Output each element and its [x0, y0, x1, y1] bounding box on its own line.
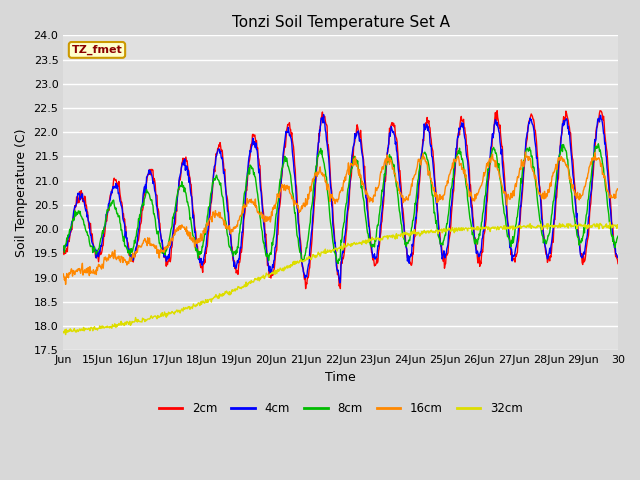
Text: TZ_fmet: TZ_fmet [72, 45, 122, 55]
4cm [387, 124, 395, 130]
16cm [163, 244, 171, 250]
8cm [290, 195, 298, 201]
32cm [291, 258, 298, 264]
Line: 16cm: 16cm [63, 152, 618, 285]
2cm [587, 200, 595, 206]
4cm [614, 255, 622, 261]
32cm [596, 223, 604, 228]
2cm [163, 264, 170, 269]
16cm [596, 158, 604, 164]
8cm [596, 147, 604, 153]
16cm [387, 159, 394, 165]
8cm [614, 233, 622, 239]
Y-axis label: Soil Temperature (C): Soil Temperature (C) [15, 129, 28, 257]
16cm [588, 161, 595, 167]
16cm [614, 186, 622, 192]
Legend: 2cm, 4cm, 8cm, 16cm, 32cm: 2cm, 4cm, 8cm, 16cm, 32cm [154, 397, 527, 420]
2cm [387, 123, 394, 129]
4cm [336, 280, 344, 286]
4cm [588, 187, 595, 193]
32cm [587, 225, 595, 230]
8cm [587, 178, 595, 183]
32cm [62, 332, 70, 337]
8cm [334, 261, 342, 266]
16cm [86, 271, 94, 276]
16cm [60, 271, 67, 277]
2cm [290, 144, 298, 150]
2cm [302, 286, 310, 291]
16cm [291, 203, 298, 209]
16cm [522, 149, 529, 155]
2cm [60, 246, 67, 252]
8cm [60, 244, 67, 250]
4cm [596, 113, 604, 119]
2cm [614, 261, 622, 266]
X-axis label: Time: Time [325, 371, 356, 384]
16cm [62, 282, 70, 288]
Line: 32cm: 32cm [63, 222, 618, 335]
4cm [163, 258, 170, 264]
2cm [596, 108, 604, 114]
2cm [86, 223, 93, 228]
32cm [163, 311, 171, 316]
4cm [86, 228, 93, 234]
Line: 8cm: 8cm [63, 144, 618, 264]
32cm [387, 234, 394, 240]
4cm [290, 160, 298, 166]
8cm [163, 248, 170, 254]
8cm [595, 141, 602, 147]
4cm [60, 247, 67, 253]
Line: 4cm: 4cm [63, 114, 618, 283]
32cm [60, 329, 67, 335]
Title: Tonzi Soil Temperature Set A: Tonzi Soil Temperature Set A [232, 15, 450, 30]
4cm [320, 111, 328, 117]
32cm [606, 219, 614, 225]
8cm [387, 156, 394, 161]
Line: 2cm: 2cm [63, 111, 618, 288]
2cm [596, 110, 604, 116]
32cm [86, 325, 94, 331]
32cm [614, 223, 622, 228]
8cm [86, 242, 93, 248]
